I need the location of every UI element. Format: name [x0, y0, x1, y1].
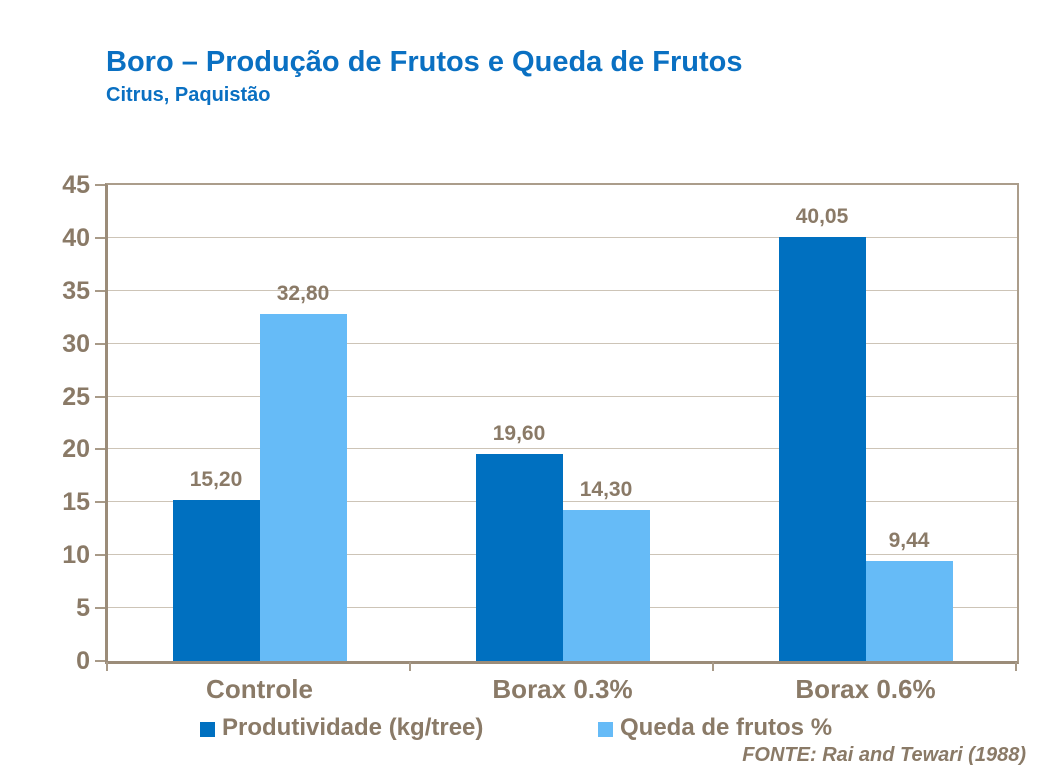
bar — [172, 500, 260, 661]
source-note: FONTE: Rai and Tewari (1988) — [742, 744, 1026, 766]
x-tick-mark — [712, 662, 714, 671]
legend-swatch-queda-icon — [598, 721, 613, 737]
gridline — [108, 342, 1017, 344]
value-label: 32,80 — [276, 282, 330, 306]
plot-area: 15,20 19,60 40,05 32,80 14,30 9,44 — [105, 183, 1019, 664]
y-axis-label: 30 — [62, 329, 90, 358]
bar — [562, 509, 650, 661]
category-label: Borax 0.3% — [492, 674, 633, 704]
y-axis-label: 15 — [62, 488, 90, 517]
legend-label-produtividade: Produtividade (kg/tree) — [222, 714, 484, 741]
bar — [259, 314, 347, 661]
y-axis-label: 40 — [62, 223, 90, 252]
x-tick-mark — [106, 662, 108, 671]
y-axis-label: 45 — [62, 171, 90, 199]
gridline — [108, 448, 1017, 450]
gridline — [108, 501, 1017, 503]
value-label: 9,44 — [888, 529, 930, 553]
bar — [778, 237, 866, 661]
y-tick-mark — [95, 342, 105, 345]
y-tick-mark — [95, 395, 105, 398]
y-axis-label: 20 — [62, 435, 90, 464]
chart-title: Boro – Produção de Frutos e Queda de Fru… — [106, 46, 743, 78]
value-label: 19,60 — [492, 421, 546, 445]
value-label: 15,20 — [189, 468, 243, 492]
value-label: 40,05 — [795, 205, 849, 229]
legend-swatch-produtividade-icon — [200, 721, 215, 737]
y-tick-mark — [95, 554, 105, 557]
legend-item-queda: Queda de frutos % — [598, 714, 832, 742]
legend-label-queda: Queda de frutos % — [620, 714, 833, 741]
y-axis-label: 10 — [62, 541, 90, 570]
x-tick-mark — [409, 662, 411, 671]
category-label: Controle — [206, 674, 313, 704]
value-label: 14,30 — [579, 477, 633, 501]
y-tick-mark — [95, 660, 105, 662]
y-tick-mark — [95, 448, 105, 451]
y-tick-mark — [95, 236, 105, 239]
x-tick-mark — [1015, 662, 1017, 671]
y-tick-mark — [95, 501, 105, 504]
category-label: Borax 0.6% — [795, 674, 936, 704]
y-tick-mark — [95, 184, 105, 186]
gridline — [108, 289, 1017, 291]
y-axis-label: 25 — [62, 382, 90, 411]
y-axis-label: 5 — [76, 594, 90, 623]
y-tick-mark — [95, 607, 105, 610]
gridline — [108, 395, 1017, 397]
y-tick-mark — [95, 289, 105, 292]
gridline — [108, 236, 1017, 238]
y-axis-label: 0 — [76, 647, 90, 675]
y-axis-label: 35 — [62, 276, 90, 305]
legend-item-produtividade: Produtividade (kg/tree) — [200, 714, 483, 742]
bar — [475, 453, 563, 661]
bar — [865, 561, 953, 661]
chart-subtitle: Citrus, Paquistão — [106, 84, 271, 106]
